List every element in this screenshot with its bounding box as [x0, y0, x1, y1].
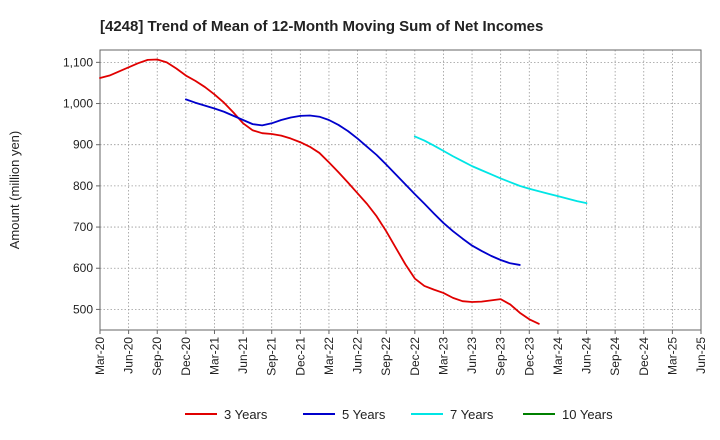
series-line-7-years: [413, 135, 588, 205]
legend-label-5-years: 5 Years: [342, 407, 386, 422]
x-tick-label: Dec-22: [408, 337, 422, 376]
x-tick-label: Jun-25: [694, 337, 708, 374]
y-tick-label: 600: [73, 261, 93, 275]
x-tick-label: Jun-24: [580, 337, 594, 374]
x-tick-label: Jun-21: [236, 337, 250, 374]
x-tick-label: Sep-22: [379, 337, 393, 376]
plot-frame: [99, 49, 702, 331]
x-tick-label: Mar-25: [665, 337, 679, 375]
x-tick-label: Mar-24: [551, 337, 565, 375]
y-tick-label: 800: [73, 179, 93, 193]
x-tick-label: Sep-20: [150, 337, 164, 376]
y-tick-label: 900: [73, 138, 93, 152]
x-tick-label: Dec-24: [637, 337, 651, 376]
y-axis-ticks: 500 600 700 800 900 1,000 1,100: [63, 55, 100, 316]
x-tick-label: Sep-23: [494, 337, 508, 376]
grid-lines: [99, 50, 702, 330]
x-tick-label: Jun-22: [351, 337, 365, 374]
x-tick-label: Sep-24: [608, 337, 622, 376]
x-tick-label: Mar-20: [93, 337, 107, 375]
series-lines: [99, 58, 588, 325]
x-tick-label: Mar-22: [322, 337, 336, 375]
x-tick-label: Dec-20: [179, 337, 193, 376]
legend: 3 Years 5 Years 7 Years 10 Years: [185, 407, 613, 422]
chart-title: [4248] Trend of Mean of 12-Month Moving …: [100, 18, 543, 35]
legend-label-3-years: 3 Years: [224, 407, 268, 422]
y-axis-label: Amount (million yen): [7, 131, 22, 250]
legend-label-7-years: 7 Years: [450, 407, 494, 422]
x-tick-label: Jun-23: [465, 337, 479, 374]
x-tick-label: Mar-23: [436, 337, 450, 375]
x-tick-label: Jun-20: [122, 337, 136, 374]
x-tick-label: Dec-21: [293, 337, 307, 376]
series-line-3-years: [99, 58, 540, 325]
y-tick-label: 1,000: [63, 97, 93, 111]
legend-label-10-years: 10 Years: [562, 407, 613, 422]
x-axis-ticks: Mar-20 Jun-20 Sep-20 Dec-20 Mar-21 Jun-21 Sep-…: [93, 330, 708, 376]
x-tick-label: Dec-23: [522, 337, 536, 376]
x-tick-label: Sep-21: [265, 337, 279, 376]
series-line-5-years: [184, 98, 521, 266]
y-tick-label: 700: [73, 220, 93, 234]
x-tick-label: Mar-21: [207, 337, 221, 375]
y-tick-label: 1,100: [63, 55, 93, 69]
y-tick-label: 500: [73, 302, 93, 316]
